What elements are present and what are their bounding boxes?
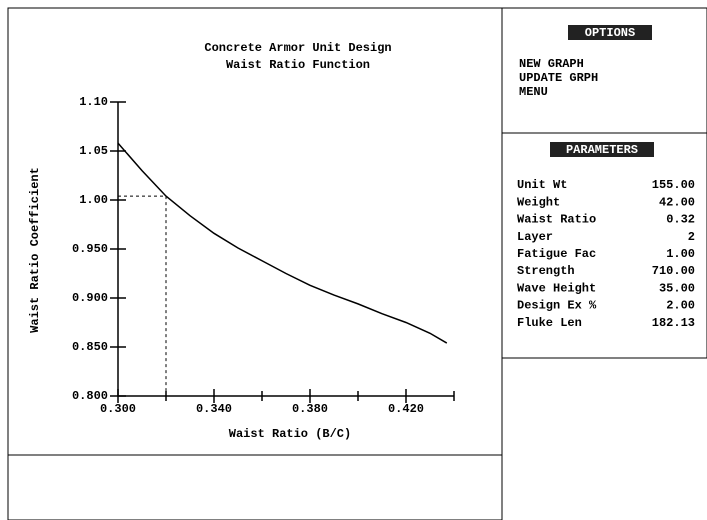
parameters-heading: PARAMETERS [566,143,638,157]
x-tick-label: 0.340 [196,402,232,416]
y-tick-label: 0.900 [72,291,108,305]
parameter-name: Waist Ratio [517,213,596,227]
parameter-name: Layer [517,230,553,244]
options-heading-box [568,25,652,40]
y-tick-label: 1.10 [79,95,108,109]
y-tick-label: 0.850 [72,340,108,354]
y-tick-label: 0.950 [72,242,108,256]
parameter-value: 1.00 [666,247,695,261]
x-tick-label: 0.420 [388,402,424,416]
parameter-name: Fluke Len [517,316,582,330]
parameter-name: Wave Height [517,281,596,295]
options-heading: OPTIONS [585,26,635,40]
parameter-value: 35.00 [659,281,695,295]
parameters-panel [501,132,707,359]
parameter-value: 710.00 [652,264,695,278]
parameter-value: 182.13 [652,316,695,330]
parameter-value: 42.00 [659,195,695,209]
x-axis-label: Waist Ratio (B/C) [229,427,351,441]
parameter-name: Fatigue Fac [517,247,596,261]
parameters-heading-box [550,142,654,157]
y-tick-label: 1.05 [79,144,108,158]
parameter-value: 2.00 [666,299,695,313]
chart-panel [7,7,503,456]
parameter-value: 0.32 [666,213,695,227]
parameter-value: 2 [688,230,695,244]
status-panel [7,454,503,520]
parameter-name: Weight [517,195,560,209]
chart-title: Concrete Armor Unit Design [204,41,391,55]
parameter-name: Unit Wt [517,178,567,192]
x-tick-label: 0.380 [292,402,328,416]
parameter-name: Design Ex % [517,299,597,313]
x-tick-label: 0.300 [100,402,136,416]
option-item[interactable]: NEW GRAPH [519,57,584,71]
y-axis-label: Waist Ratio Coefficient [28,167,42,333]
parameter-value: 155.00 [652,178,695,192]
option-item[interactable]: MENU [519,85,548,99]
y-tick-label: 1.00 [79,193,108,207]
parameter-name: Strength [517,264,575,278]
y-tick-label: 0.800 [72,389,108,403]
chart-subtitle: Waist Ratio Function [226,58,370,72]
option-item[interactable]: UPDATE GRPH [519,71,598,85]
curve [117,142,448,344]
